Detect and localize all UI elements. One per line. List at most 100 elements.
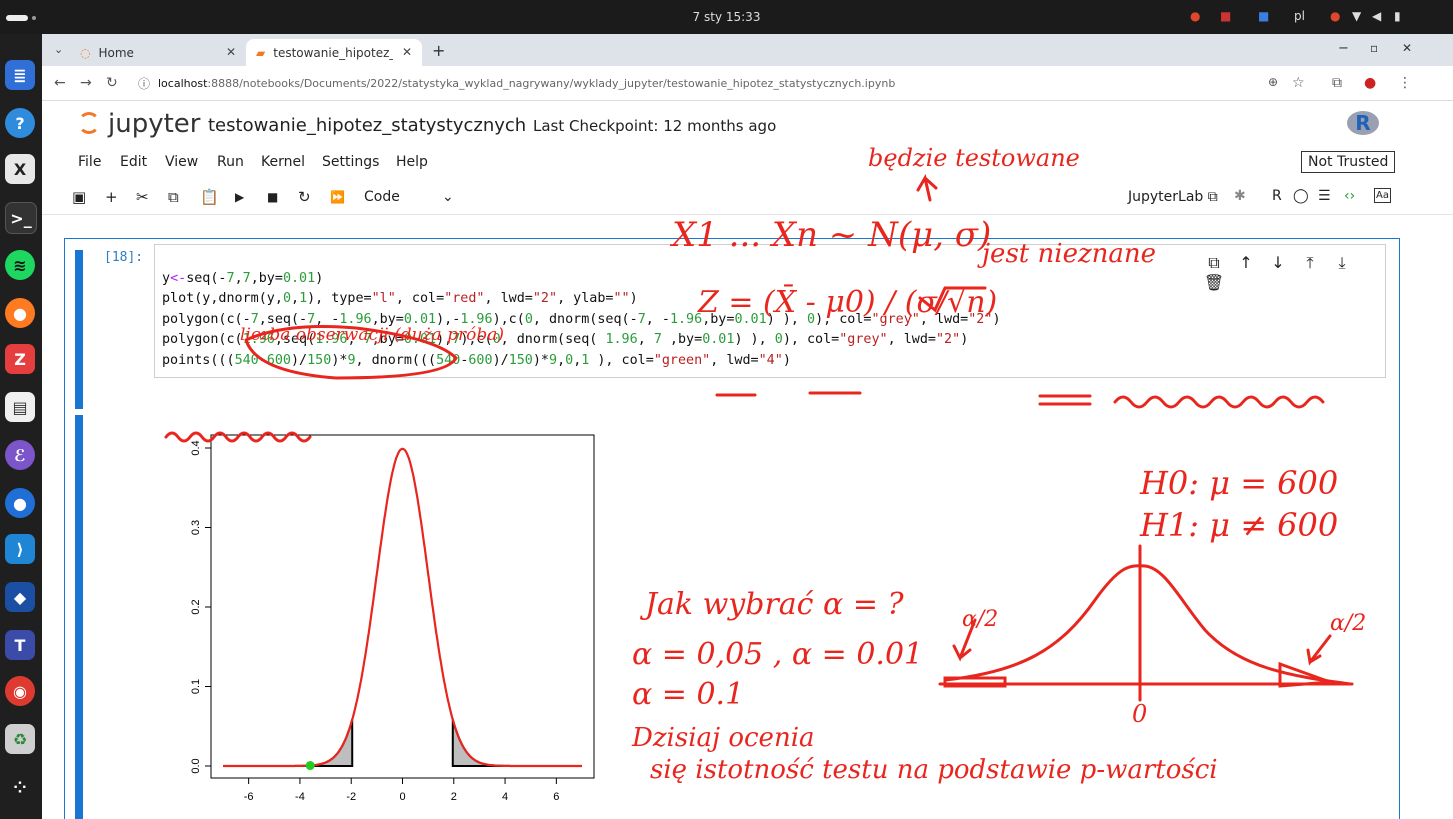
browser-menu-icon[interactable]: ⋮ [1398, 75, 1412, 91]
vscode-icon[interactable]: ⟩ [5, 534, 35, 564]
emacs-icon[interactable]: ℰ [5, 440, 35, 470]
add-cell-icon[interactable]: + [105, 188, 118, 206]
bitwarden-icon[interactable]: ◆ [5, 582, 35, 612]
new-tab-button[interactable]: + [432, 41, 446, 60]
menu-lines-icon[interactable]: ☰ [1318, 188, 1331, 204]
extensions-icon[interactable]: ⧉ [1332, 75, 1342, 91]
notebook-toolbar: ▣ + ✂ ⧉ 📋 ▶ ■ ↻ ⏩ Code ⌄ JupyterLab ⧉ ✱ R… [42, 180, 1453, 215]
chrome-icon[interactable]: ◉ [5, 676, 35, 706]
jupyter-logo[interactable]: jupyter [78, 109, 200, 139]
spotify-icon[interactable]: ≋ [5, 250, 35, 280]
code-editor[interactable]: y<-seq(-7,7,by=0.01) plot(y,dnorm(y,0,1)… [154, 244, 1386, 378]
microphone-icon[interactable]: ● [1330, 9, 1341, 23]
kernel-name[interactable]: R [1272, 188, 1282, 204]
insert-below-icon[interactable]: ⤓ [1338, 253, 1346, 272]
recording-icon[interactable]: ● [1190, 9, 1201, 23]
debugger-icon[interactable]: ✱ [1234, 188, 1246, 204]
system-clock[interactable]: 7 sty 15:33 [692, 10, 761, 24]
zotero-icon[interactable]: Z [5, 344, 35, 374]
thunderbird-icon[interactable]: ● [5, 488, 35, 518]
back-button[interactable]: ← [54, 75, 66, 91]
app-tray-icon[interactable]: ■ [1220, 9, 1232, 23]
tab-search-icon[interactable]: ⌄ [54, 43, 64, 56]
run-all-icon[interactable]: ⏩ [330, 190, 345, 204]
density-curve [223, 447, 582, 768]
dock: ≣ ? X >_ ≋ ● Z ▤ ℰ ● ⟩ ◆ T ◉ ♻ ⁘ [0, 34, 42, 819]
move-up-icon[interactable]: ↑ [1239, 253, 1253, 272]
activities-indicator[interactable] [6, 15, 28, 21]
volume-icon[interactable]: ◀ [1372, 9, 1382, 23]
checkpoint-status: Last Checkpoint: 12 months ago [533, 117, 777, 135]
menu-file[interactable]: File [78, 154, 102, 170]
menu-help[interactable]: Help [396, 154, 428, 170]
close-window-button[interactable]: ✕ [1402, 41, 1413, 55]
reload-button[interactable]: ↻ [106, 75, 118, 91]
restart-icon[interactable]: ↻ [298, 188, 311, 206]
keyboard-layout[interactable]: pl [1294, 9, 1305, 23]
cell-toolbar: ⧉ ↑ ↓ ⤒ ⤓ 🗑 [1198, 253, 1385, 292]
terminal-icon[interactable]: >_ [5, 202, 37, 234]
y-tick-label: 0.1 [190, 679, 202, 694]
menu-view[interactable]: View [165, 154, 199, 170]
cell-type-select[interactable]: Code ⌄ [364, 189, 454, 205]
minimize-button[interactable]: − [1338, 41, 1349, 56]
close-icon[interactable]: ✕ [401, 45, 412, 59]
menu-edit[interactable]: Edit [120, 154, 148, 170]
menu-kernel[interactable]: Kernel [261, 154, 305, 170]
notebook-icon: ▰ [256, 45, 266, 60]
menu-run[interactable]: Run [217, 154, 244, 170]
battery-icon[interactable]: ▮ [1394, 9, 1401, 23]
delete-icon[interactable]: 🗑 [1203, 273, 1225, 292]
move-down-icon[interactable]: ↓ [1271, 253, 1285, 272]
normal-density-plot: -6 -4 -2 0 2 4 6 0.0 0.1 0.2 0.3 0.4 [190, 434, 595, 803]
url-field[interactable]: localhost:8888/notebooks/Documents/2022/… [158, 77, 896, 90]
address-bar: ← → ↻ ⓘ localhost:8888/notebooks/Documen… [42, 66, 1453, 101]
y-tick-label: 0.2 [190, 599, 202, 614]
tab-notebook[interactable]: ▰ testowanie_hipotez_stat ✕ [246, 39, 422, 66]
trust-indicator[interactable]: Not Trusted [1301, 151, 1396, 173]
trash-icon[interactable]: ♻ [5, 724, 35, 754]
menu-settings[interactable]: Settings [322, 154, 380, 170]
browser-window: ⌄ ◌ Home ✕ ▰ testowanie_hipotez_stat ✕ +… [42, 34, 1453, 819]
notebook-title[interactable]: testowanie_hipotez_statystycznych [208, 115, 527, 136]
green-point [305, 761, 315, 771]
x-tick-label: -4 [295, 791, 305, 803]
chevron-down-icon: ⌄ [442, 189, 454, 205]
teams-icon[interactable]: T [5, 630, 35, 660]
bookmark-star-icon[interactable]: ☆ [1292, 75, 1305, 91]
firefox-icon[interactable]: ● [5, 298, 35, 328]
code-icon[interactable]: ‹› [1344, 188, 1356, 204]
zoom-icon[interactable]: ⊕ [1268, 75, 1279, 89]
help-icon[interactable]: ? [5, 108, 35, 138]
duplicate-icon[interactable]: ⧉ [1208, 253, 1220, 272]
output-collapser[interactable] [75, 415, 83, 819]
code-text[interactable]: y<-seq(-7,7,by=0.01) plot(y,dnorm(y,0,1)… [162, 271, 1001, 368]
input-collapser[interactable] [75, 250, 83, 409]
run-icon[interactable]: ▶ [235, 190, 245, 204]
maximize-button[interactable]: ▫ [1370, 41, 1379, 55]
jupyter-ring-icon [78, 112, 100, 134]
save-icon[interactable]: ▣ [72, 188, 87, 206]
paste-icon[interactable]: 📋 [200, 188, 219, 206]
plot-output: -6 -4 -2 0 2 4 6 0.0 0.1 0.2 0.3 0.4 [154, 380, 622, 819]
note-tray-icon[interactable]: ■ [1258, 9, 1270, 23]
open-jupyterlab-link[interactable]: JupyterLab ⧉ [1128, 189, 1218, 205]
close-icon[interactable]: ✕ [225, 45, 236, 59]
files-icon[interactable]: ≣ [5, 60, 35, 90]
tab-home[interactable]: ◌ Home ✕ [80, 45, 236, 60]
active-cell[interactable] [64, 238, 1400, 819]
show-apps-icon[interactable]: ⁘ [13, 777, 27, 797]
document-viewer-icon[interactable]: ▤ [5, 392, 35, 422]
site-info-icon[interactable]: ⓘ [138, 77, 151, 91]
x-tick-label: 2 [451, 791, 457, 803]
xournal-icon[interactable]: X [5, 154, 35, 184]
y-tick-label: 0.0 [190, 758, 202, 773]
wifi-icon[interactable]: ▼ [1352, 9, 1362, 23]
copy-icon[interactable]: ⧉ [168, 188, 179, 206]
cut-icon[interactable]: ✂ [136, 188, 149, 206]
stop-icon[interactable]: ■ [267, 190, 279, 204]
forward-button[interactable]: → [80, 75, 92, 91]
insert-above-icon[interactable]: ⤒ [1306, 253, 1314, 272]
font-icon[interactable]: Aa [1374, 188, 1391, 203]
profile-avatar[interactable]: ● [1364, 75, 1377, 91]
